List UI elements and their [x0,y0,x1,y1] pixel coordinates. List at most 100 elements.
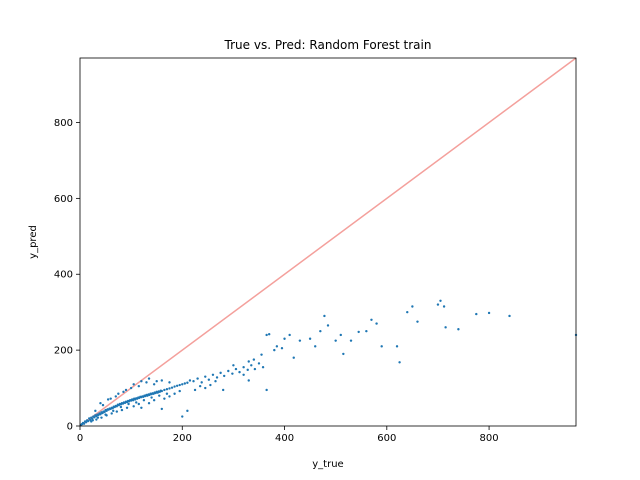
data-point [436,303,440,306]
data-point [198,384,202,388]
data-point [242,373,245,376]
x-tick-label: 400 [275,433,294,444]
data-point [124,388,128,392]
data-point [178,383,181,387]
x-axis-label: y_true [312,459,343,470]
data-point [227,369,230,373]
data-point [158,394,161,397]
y-tick-label: 600 [54,194,73,205]
data-point [93,416,96,419]
data-point [170,386,174,389]
data-point [109,397,112,400]
x-tick-label: 600 [377,433,396,444]
plot-frame [79,57,577,427]
data-point [339,333,342,337]
y-tick-label: 200 [54,346,73,357]
data-point [204,375,207,378]
data-point [84,421,88,424]
data-point [140,406,143,409]
data-point [178,389,181,393]
data-point [215,376,219,379]
data-point [95,418,98,421]
data-point [114,395,117,398]
data-point [196,377,199,380]
y-tick-label: 400 [54,270,73,281]
scatter-points [79,299,578,427]
data-point [261,365,265,369]
data-point [163,397,166,400]
data-point [120,408,124,412]
data-point [200,381,203,384]
data-point [160,407,164,411]
data-point [342,352,345,356]
y-tick-label: 0 [67,422,73,433]
data-point [357,330,360,334]
data-point [242,365,245,369]
data-point [140,380,143,383]
data-point [238,370,241,374]
data-point [145,381,148,384]
data-point [101,403,105,407]
data-point [150,396,153,399]
data-point [106,398,110,401]
data-point [127,402,130,406]
data-point [457,328,460,331]
x-tick-label: 0 [77,433,83,444]
data-point [246,368,249,372]
data-point [137,384,141,388]
data-point [487,311,491,315]
data-point [439,299,442,303]
data-point [168,395,171,398]
data-point [105,414,108,417]
data-point [406,310,409,314]
data-point [370,318,373,321]
data-point [260,353,263,356]
data-point [147,377,151,380]
data-point [323,314,326,318]
y-axis: 0 200 400 600 800 [54,118,80,433]
data-point [188,379,192,382]
data-point [122,390,125,394]
data-point [183,382,187,385]
data-point [380,345,383,348]
data-point [175,384,179,387]
data-point [193,388,197,392]
data-point [165,392,169,395]
data-point [349,339,353,342]
data-point [117,392,120,395]
data-point [265,388,268,392]
data-point [416,320,419,323]
data-point [232,364,235,367]
data-point [253,367,257,371]
data-point [207,378,211,381]
data-point [99,413,102,416]
data-point [398,361,401,364]
data-point [192,380,195,383]
data-point [319,329,322,333]
data-point [288,333,291,337]
data-point [252,358,256,361]
data-point [100,416,103,419]
data-point [99,402,102,405]
data-point [173,392,176,395]
data-point [247,379,250,382]
data-point [155,380,158,383]
data-point [273,348,276,352]
data-point [411,305,414,308]
data-point [214,380,217,383]
data-point [292,356,295,359]
data-point [173,385,176,388]
data-point [115,410,119,413]
data-point [90,420,93,423]
data-point [283,337,286,340]
data-point [132,405,135,408]
data-point [275,345,279,348]
data-point [110,412,113,415]
data-point [267,332,271,336]
data-point [209,383,212,387]
data-point [231,372,234,375]
data-point [86,419,90,423]
reference-line [79,57,577,427]
data-point [160,379,164,382]
data-point [334,339,337,342]
